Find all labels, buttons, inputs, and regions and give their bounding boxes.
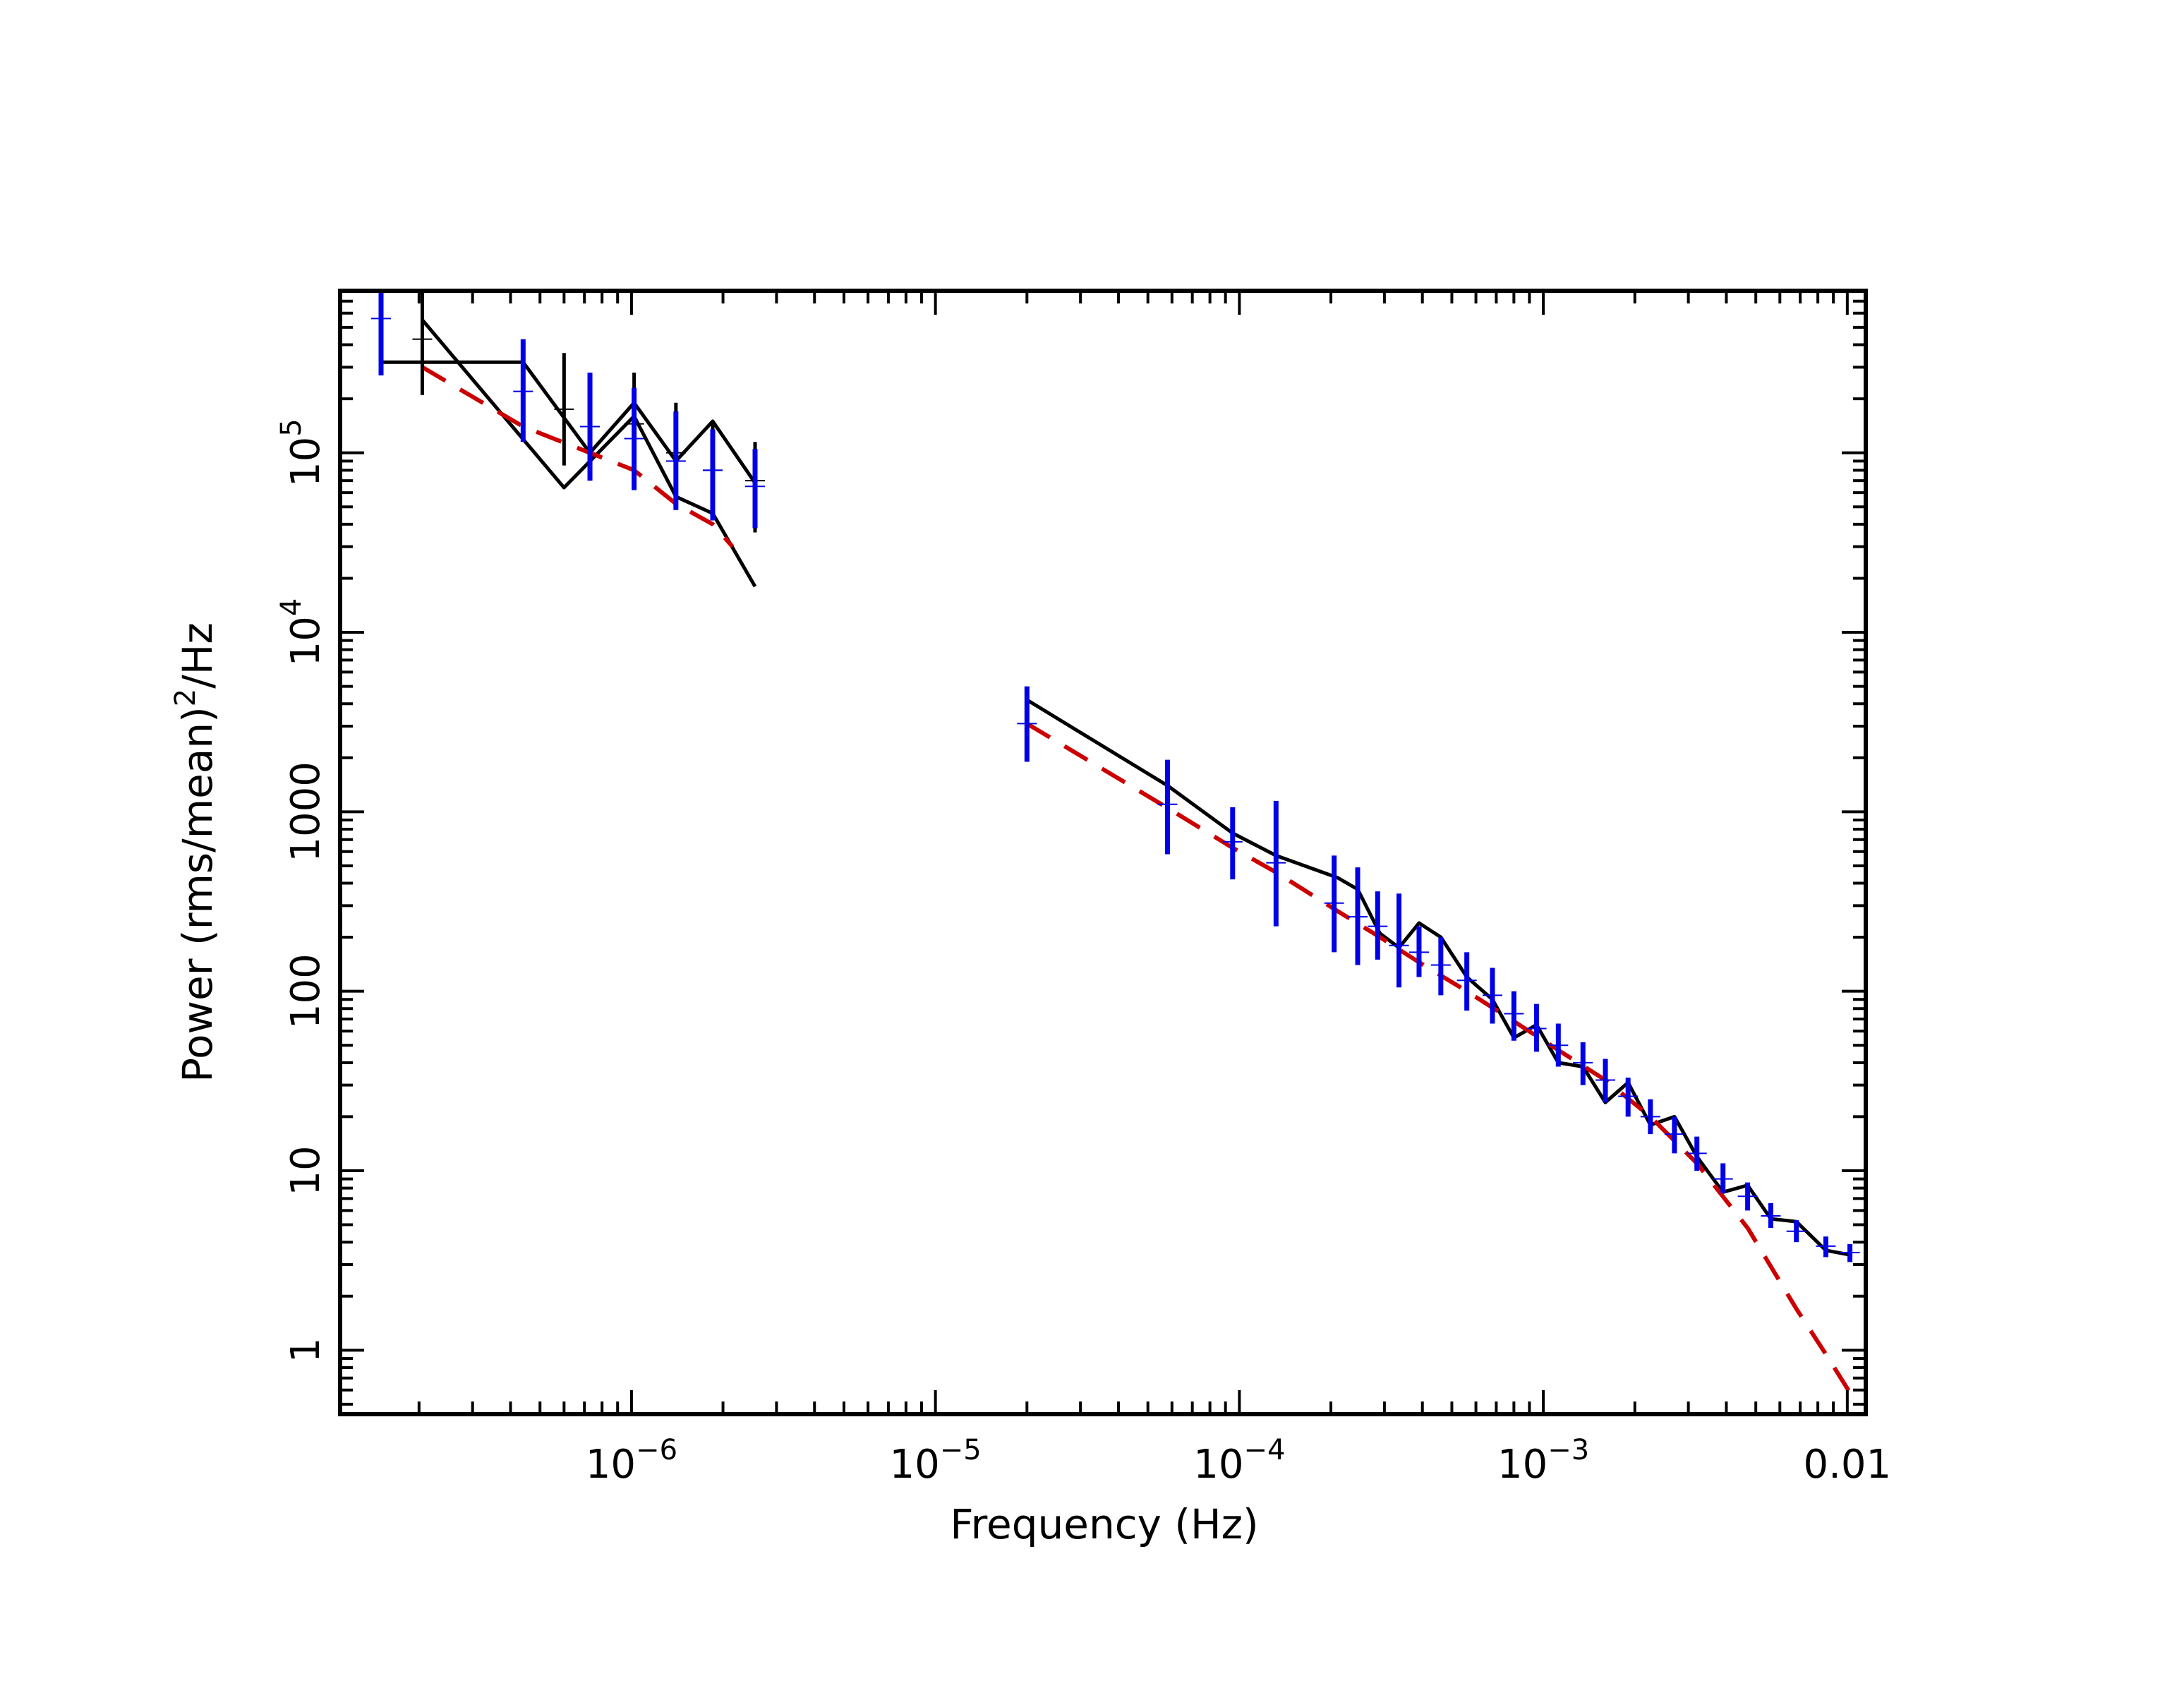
y-tick-label-exponent: 5	[275, 418, 308, 436]
y-tick-label: 100	[283, 953, 329, 1029]
x-tick-label-exponent: −6	[636, 1434, 677, 1466]
plot-marks	[371, 291, 1860, 1394]
y-axis-title-main: Power (rms/mean)	[174, 706, 222, 1083]
x-tick-label-exponent: −3	[1547, 1434, 1589, 1466]
x-tick-label-exponent: −4	[1244, 1434, 1286, 1466]
y-tick-label: 105	[275, 418, 329, 487]
y-axis-title-exponent: 2	[169, 689, 202, 706]
x-tick-label-base: 10	[890, 1442, 940, 1488]
x-tick-label: 10−4	[1193, 1434, 1285, 1488]
axis-ticks	[340, 289, 1866, 1414]
x-tick-label: 10−3	[1497, 1434, 1589, 1488]
y-tick-label: 1	[283, 1337, 329, 1363]
y-tick-label-exponent: 4	[275, 598, 308, 616]
x-tick-label: 0.01	[1804, 1442, 1892, 1488]
x-tick-label-base: 10	[586, 1442, 636, 1488]
y-tick-label-base: 10	[283, 616, 329, 666]
x-tick-label-exponent: −5	[940, 1434, 982, 1466]
y-axis-title-unit: /Hz	[174, 622, 222, 689]
x-tick-label: 10−5	[890, 1434, 982, 1488]
series-line-black-low-lower	[421, 318, 757, 588]
y-tick-label: 104	[275, 598, 329, 667]
y-tick-label-base: 10	[283, 437, 329, 487]
x-tick-label-base: 10	[1497, 1442, 1547, 1488]
y-tick-label: 1000	[283, 761, 329, 862]
x-tick-label: 10−6	[586, 1434, 677, 1488]
x-tick-label-base: 10	[1193, 1442, 1243, 1488]
x-axis-title: Frequency (Hz)	[950, 1500, 1258, 1548]
y-tick-label: 10	[283, 1145, 329, 1195]
y-axis-title: Power (rms/mean)2/Hz	[169, 622, 222, 1083]
